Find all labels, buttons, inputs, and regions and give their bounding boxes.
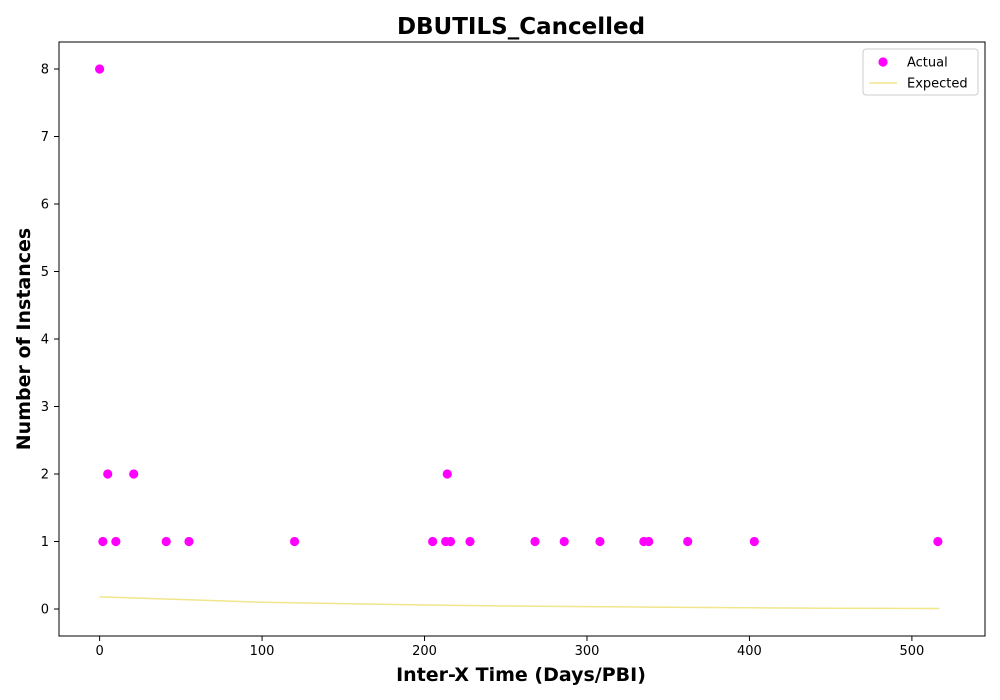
legend-point-marker (878, 57, 888, 67)
x-tick-label: 400 (737, 644, 762, 659)
y-tick-label: 1 (41, 535, 49, 550)
y-axis-label: Number of Instances (13, 228, 35, 450)
data-point (445, 536, 456, 547)
data-point (111, 536, 121, 547)
data-point (184, 536, 194, 547)
data-point (933, 536, 943, 547)
y-tick-label: 4 (41, 333, 49, 348)
y-tick-label: 0 (41, 603, 49, 618)
data-point (442, 469, 452, 479)
x-tick-label: 200 (412, 644, 437, 659)
x-axis: 0 100 200 300 400 500 (95, 636, 924, 659)
data-point (103, 469, 113, 479)
legend-label: Expected (907, 77, 968, 92)
expected-line (99, 596, 940, 610)
data-point (289, 536, 300, 547)
y-tick-label: 6 (41, 198, 49, 213)
data-point (683, 536, 693, 547)
legend-label: Actual (907, 56, 948, 71)
y-tick-label: 3 (41, 400, 49, 415)
data-point (644, 536, 654, 547)
x-tick-label: 100 (250, 644, 275, 659)
plot-area (58, 41, 986, 637)
data-point (559, 536, 569, 547)
x-tick-label: 0 (95, 644, 103, 659)
y-tick-label: 5 (41, 265, 49, 280)
y-axis: 0 1 2 3 4 5 6 7 8 (41, 63, 59, 618)
data-point (530, 536, 540, 547)
y-tick-label: 2 (41, 468, 49, 483)
data-point (428, 536, 438, 547)
data-point (98, 536, 108, 547)
data-point (95, 64, 105, 74)
x-axis-label: Inter-X Time (Days/PBI) (396, 664, 646, 686)
data-point (161, 536, 171, 547)
y-tick-label: 7 (41, 130, 49, 145)
y-tick-label: 8 (41, 63, 49, 78)
chart-title: DBUTILS_Cancelled (397, 14, 645, 40)
data-point (465, 536, 475, 547)
data-point (595, 536, 605, 547)
x-tick-label: 500 (899, 644, 924, 659)
data-point (749, 536, 759, 547)
x-tick-label: 300 (575, 644, 600, 659)
data-point (129, 469, 139, 479)
plot-frame (58, 41, 986, 637)
legend: Actual Expected (862, 48, 979, 96)
